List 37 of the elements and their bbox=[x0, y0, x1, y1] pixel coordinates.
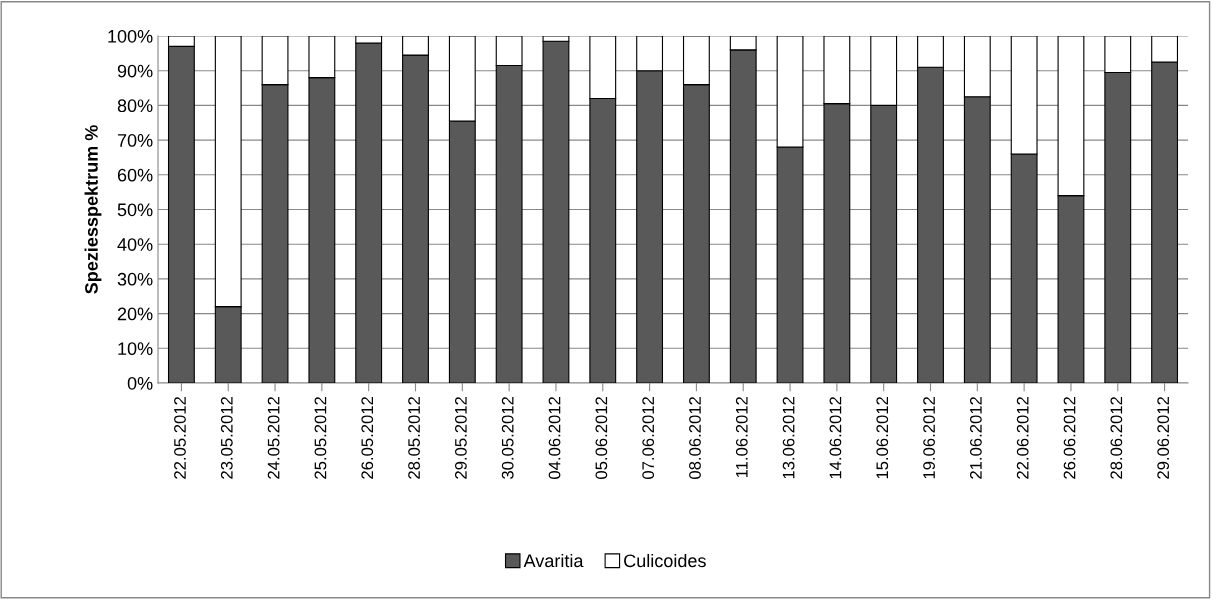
x-tick-label: 11.06.2012 bbox=[735, 397, 748, 478]
x-tick-label: 28.06.2012 bbox=[1110, 397, 1123, 479]
x-tick-label: 22.05.2012 bbox=[174, 397, 186, 479]
y-tick-label: 60% bbox=[117, 168, 153, 182]
x-tick-label: 13.06.2012 bbox=[782, 397, 795, 479]
x-tick-label: 30.05.2012 bbox=[501, 397, 514, 479]
x-tick-label: 15.06.2012 bbox=[876, 397, 889, 479]
legend-label: Culicoides bbox=[624, 553, 706, 568]
x-tick-label: 28.05.2012 bbox=[408, 397, 420, 479]
y-axis-title: Speziesspektrum % bbox=[84, 125, 102, 294]
y-tick-label: 10% bbox=[118, 342, 153, 356]
legend-label: Avaritia bbox=[523, 553, 584, 568]
x-tick-label: 23.05.2012 bbox=[220, 397, 233, 479]
x-tick-label: 26.06.2012 bbox=[1063, 397, 1076, 479]
bar bbox=[542, 40, 570, 383]
x-tick-label: 05.06.2012 bbox=[595, 397, 608, 479]
y-tick-label: 70% bbox=[117, 134, 153, 147]
y-tick-label: 40% bbox=[117, 238, 153, 251]
x-tick-label: 14.06.2012 bbox=[829, 397, 842, 479]
y-tick-label: 90% bbox=[117, 64, 153, 78]
x-tick-label: 22.06.2012 bbox=[1016, 397, 1029, 479]
x-tick-label: 26.05.2012 bbox=[361, 397, 374, 479]
x-tick-label: 08.06.2012 bbox=[689, 397, 701, 479]
y-tick-label: 50% bbox=[117, 203, 153, 217]
x-tick-label: 21.06.2012 bbox=[969, 397, 982, 479]
y-tick-label: 0% bbox=[127, 376, 153, 390]
x-tick-label: 29.05.2012 bbox=[454, 397, 467, 479]
x-tick-label: 07.06.2012 bbox=[642, 397, 655, 479]
y-tick-label: 100% bbox=[108, 29, 153, 43]
y-tick-label: 80% bbox=[117, 99, 153, 113]
x-tick-label: 04.06.2012 bbox=[548, 397, 561, 479]
x-tick-label: 29.06.2012 bbox=[1157, 397, 1170, 479]
x-tick-label: 19.06.2012 bbox=[923, 397, 935, 479]
y-tick-label: 30% bbox=[117, 272, 153, 286]
y-tick-label: 20% bbox=[117, 307, 153, 321]
x-tick-label: 25.05.2012 bbox=[314, 397, 327, 479]
x-tick-label: 24.05.2012 bbox=[267, 397, 280, 479]
